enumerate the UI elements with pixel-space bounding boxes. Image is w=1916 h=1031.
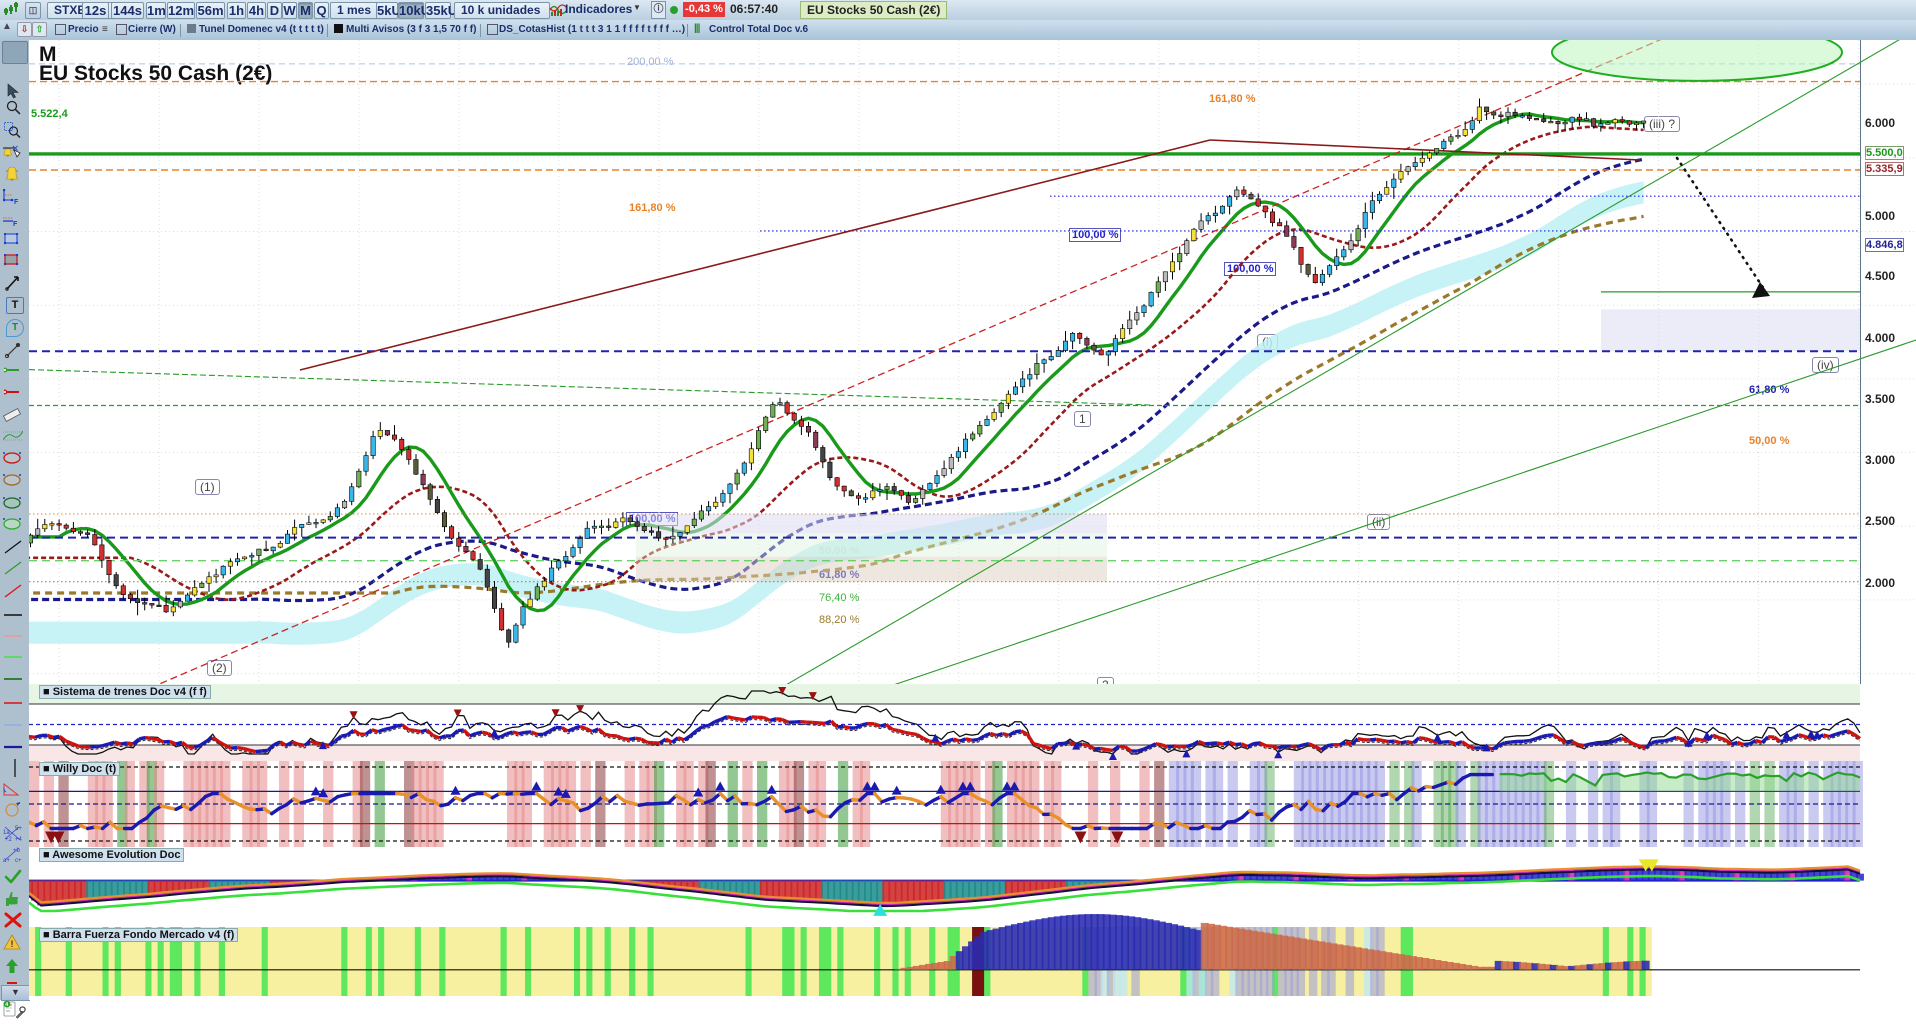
svg-text:1a: 1a	[3, 830, 10, 836]
svg-text:5+: 5+	[15, 826, 22, 832]
svg-text:+b: +b	[13, 848, 21, 854]
svg-text:+2: +2	[5, 837, 13, 841]
svg-text:F: F	[13, 221, 18, 227]
svg-text:a+: a+	[3, 858, 10, 862]
svg-text:c+: c+	[15, 858, 22, 862]
svg-text:F: F	[14, 199, 19, 205]
svg-text:4: 4	[5, 1002, 8, 1008]
svg-text:+4: +4	[15, 837, 23, 841]
svg-text:+: +	[16, 802, 20, 808]
svg-text:!: !	[11, 939, 14, 949]
